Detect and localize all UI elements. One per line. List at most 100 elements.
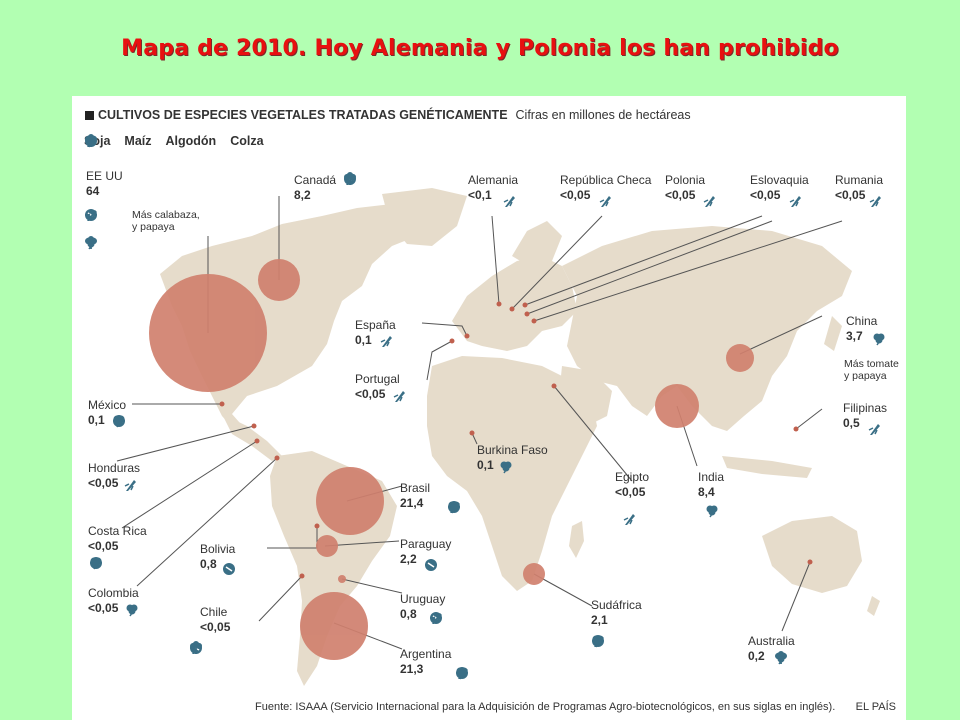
label-india: India 8,4 [698,470,724,500]
label-china-value: 3,7 [846,329,863,343]
label-uruguay: Uruguay 0,8 [400,592,445,622]
label-colombia-name: Colombia [88,586,139,600]
label-costarica: Costa Rica <0,05 [88,524,147,554]
label-paraguay-name: Paraguay [400,537,452,551]
dot-portugal [449,338,455,344]
slide-title: Mapa de 2010. Hoy Alemania y Polonia los… [121,36,839,61]
label-china-extra: Más tomate y papaya [844,358,906,382]
bubble-argentina [300,592,368,660]
leader-slovakia [526,220,773,315]
dot-chile [299,573,305,579]
corn-icon [789,196,801,207]
corn-icon [599,196,611,207]
legend-item-colza: Colza [85,134,264,148]
label-australia-value: 0,2 [748,649,765,663]
label-brazil-value: 21,4 [400,496,424,510]
soy-icon [425,559,437,571]
dot-slovakia [524,311,530,317]
leader-spain [421,322,468,337]
label-poland: Polonia <0,05 [665,173,705,203]
map-header: CULTIVOS DE ESPECIES VEGETALES TRATADAS … [85,108,691,122]
corn-icon [503,196,515,207]
label-usa: EE UU 64 [86,169,123,199]
legend-item-maiz: Maíz [85,134,152,148]
legend-label-maiz: Maíz [124,134,152,148]
label-usa-extra: Más calabaza, y papaya [132,209,202,233]
source-note: Fuente: ISAAA (Servicio Internacional pa… [255,701,836,713]
bubble-paraguay [316,535,338,557]
label-paraguay: Paraguay 2,2 [400,537,451,567]
label-egypt: Egipto <0,05 [615,470,649,500]
label-portugal-value: <0,05 [355,387,386,401]
label-india-name: India [698,470,725,484]
madagascar-landmass [569,521,584,558]
label-spain-value: 0,1 [355,333,372,347]
label-germany: Alemania <0,1 [468,173,518,203]
leader-egypt [553,385,633,482]
bubble-canada [258,259,300,301]
greenland-landmass [382,188,467,246]
corn-icon [703,196,715,207]
label-brazil: Brasil 21,4 [400,481,430,511]
cotton-icon [126,604,138,617]
label-egypt-value: <0,05 [615,485,646,499]
new-zealand-landmass [867,596,880,616]
label-philippines: Filipinas 0,5 [843,401,887,431]
central-america-landmass [222,414,282,461]
bubble-india [655,384,699,428]
africa-landmass [427,356,597,591]
label-canada-value: 8,2 [294,188,311,202]
label-czech-value: <0,05 [560,188,591,202]
label-india-value: 8,4 [698,485,715,499]
bubble-southafrica [523,563,545,585]
japan-landmass [824,316,842,351]
dots [219,301,813,579]
dot-mexico [219,401,225,407]
dot-philippines [793,426,799,432]
brand-credit: EL PAÍS [855,701,896,713]
label-egypt-name: Egipto [615,470,650,484]
leader-czech [511,215,603,310]
label-colombia: Colombia <0,05 [88,586,139,616]
label-mexico-name: México [88,398,127,412]
leader-poland [524,215,763,306]
label-romania: Rumania <0,05 [835,173,883,203]
label-burkina: Burkina Faso 0,1 [477,443,548,473]
indonesia-landmass [722,456,812,478]
label-slovakia: Eslovaquia <0,05 [750,173,809,203]
label-colombia-value: <0,05 [88,601,119,615]
dot-honduras [251,423,257,429]
cotton-icon [456,667,468,680]
leader-chile [258,575,303,622]
label-spain-name: España [355,318,396,332]
label-uruguay-name: Uruguay [400,592,446,606]
label-chile-value: <0,05 [200,620,231,634]
corn-icon [380,336,392,347]
leader-southafrica [533,573,593,607]
label-philippines-value: 0,5 [843,416,860,430]
cotton-icon [500,461,512,474]
label-bolivia-value: 0,8 [200,557,217,571]
leader-honduras [116,425,255,462]
label-poland-name: Polonia [665,173,706,187]
legend-label-algodon: Algodón [165,134,217,148]
dot-romania [531,318,537,324]
corn-icon [430,613,442,624]
dot-bolivia [314,523,320,529]
label-germany-value: <0,1 [468,188,492,202]
label-chile-name: Chile [200,605,228,619]
label-czech-name: República Checa [560,173,652,187]
label-burkina-name: Burkina Faso [477,443,548,457]
dot-egypt [551,383,557,389]
label-spain: España 0,1 [355,318,396,348]
asia-landmass [562,226,852,431]
legend-item-algodon: Algodón [85,134,217,148]
world-map [116,188,880,686]
label-southafrica-name: Sudáfrica [591,598,642,612]
label-romania-name: Rumania [835,173,884,187]
dot-colombia [274,455,280,461]
label-southafrica-value: 2,1 [591,613,608,627]
label-argentina-value: 21,3 [400,662,424,676]
dot-czech [509,306,515,312]
cotton-icon [113,415,125,428]
